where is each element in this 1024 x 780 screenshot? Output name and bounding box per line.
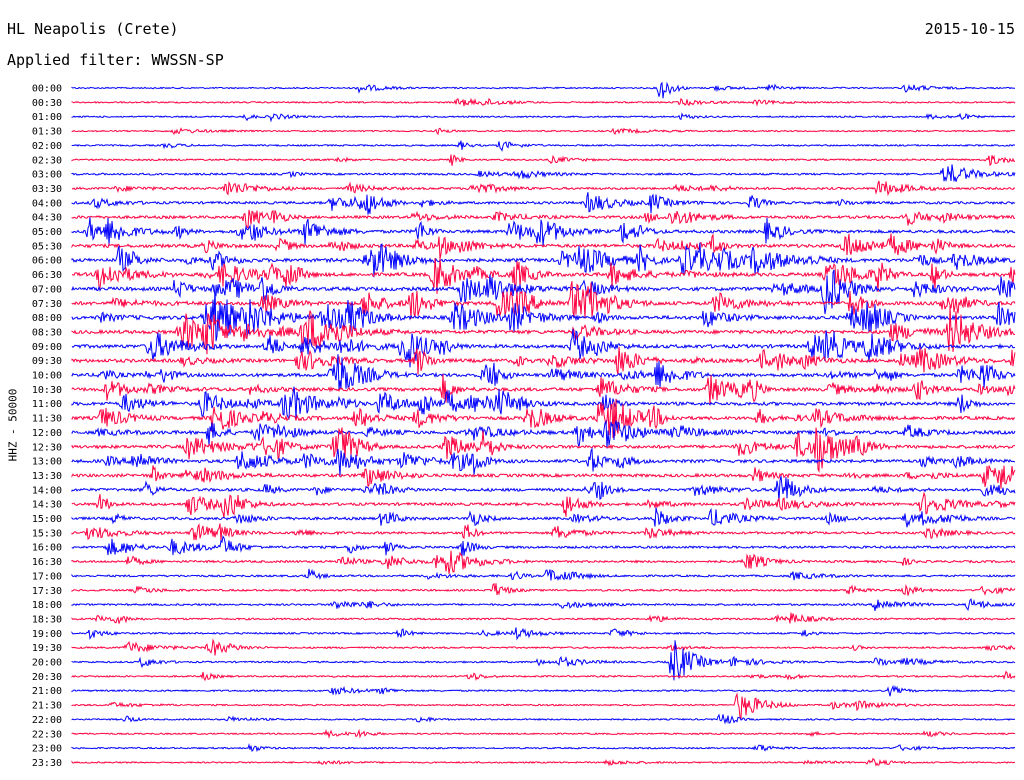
trace-line	[71, 164, 1016, 183]
date-label: 2015-10-15	[924, 20, 1015, 38]
row-time-label: 20:30	[32, 672, 62, 683]
trace-line	[71, 192, 1016, 215]
trace-line	[71, 242, 1016, 278]
trace-line	[71, 354, 1016, 390]
row-time-label: 14:30	[32, 500, 62, 511]
row-time-label: 02:30	[32, 155, 62, 166]
row-time-label: 18:30	[32, 614, 62, 625]
trace-line	[71, 507, 1016, 528]
row-time-label: 06:30	[32, 270, 62, 281]
row-time-label: 00:00	[32, 84, 62, 95]
row-time-label: 12:00	[32, 428, 62, 439]
row-time-label: 17:00	[32, 571, 62, 582]
row-time-label: 20:00	[32, 658, 62, 669]
row-time-label: 09:00	[32, 342, 62, 353]
row-time-label: 03:30	[32, 184, 62, 195]
station-title: HL Neapolis (Crete)	[7, 20, 179, 38]
trace-line	[71, 154, 1016, 167]
row-time-label: 10:30	[32, 385, 62, 396]
trace-line	[71, 582, 1016, 596]
row-time-label: 04:00	[32, 198, 62, 209]
trace-line	[71, 446, 1016, 476]
row-time-label: 07:00	[32, 284, 62, 295]
trace-line	[71, 233, 1016, 259]
row-time-label: 08:00	[32, 313, 62, 324]
trace-line	[71, 598, 1016, 612]
trace-line	[71, 269, 1016, 315]
row-time-label: 05:00	[32, 227, 62, 238]
trace-line	[71, 743, 1016, 753]
row-time-label: 11:00	[32, 399, 62, 410]
row-time-label: 15:00	[32, 514, 62, 525]
row-time-label: 06:00	[32, 256, 62, 267]
trace-line	[71, 258, 1016, 294]
row-time-label: 19:30	[32, 643, 62, 654]
row-time-label: 16:00	[32, 543, 62, 554]
trace-line	[71, 627, 1016, 641]
trace-line	[71, 346, 1016, 375]
trace-line	[71, 97, 1016, 107]
trace-line	[71, 285, 1016, 342]
row-time-label: 15:30	[32, 528, 62, 539]
trace-line	[71, 305, 1016, 355]
trace-line	[71, 612, 1016, 624]
trace-line	[71, 386, 1016, 420]
row-time-label: 00:30	[32, 98, 62, 109]
row-time-label: 03:00	[32, 170, 62, 181]
row-time-label: 18:00	[32, 600, 62, 611]
row-time-label: 08:30	[32, 327, 62, 338]
trace-line	[71, 329, 1016, 368]
row-time-label: 01:30	[32, 127, 62, 138]
row-time-label: 22:30	[32, 729, 62, 740]
trace-line	[71, 398, 1016, 438]
row-time-label: 19:00	[32, 629, 62, 640]
trace-line	[71, 281, 1016, 320]
trace-line	[71, 638, 1016, 656]
trace-line	[71, 465, 1016, 489]
trace-line	[71, 475, 1016, 502]
row-time-label: 07:30	[32, 299, 62, 310]
trace-line	[71, 728, 1016, 739]
row-time-label: 12:30	[32, 442, 62, 453]
trace-line	[71, 81, 1015, 99]
row-time-label: 09:30	[32, 356, 62, 367]
trace-line	[71, 684, 1015, 697]
row-time-label: 10:00	[32, 371, 62, 382]
row-time-label: 05:30	[32, 241, 62, 252]
row-time-label: 21:00	[32, 686, 62, 697]
row-time-label: 23:00	[32, 744, 62, 755]
trace-line	[71, 419, 1016, 449]
row-time-label: 16:30	[32, 557, 62, 568]
row-time-label: 13:30	[32, 471, 62, 482]
trace-line	[71, 112, 1016, 123]
trace-line	[71, 550, 1016, 574]
trace-line	[71, 180, 1016, 197]
row-time-label: 17:30	[32, 586, 62, 597]
trace-line	[71, 374, 1016, 405]
row-time-label: 21:30	[32, 701, 62, 712]
trace-line	[71, 535, 1016, 557]
row-time-label: 14:00	[32, 485, 62, 496]
trace-line	[71, 692, 1016, 720]
row-time-label: 22:00	[32, 715, 62, 726]
trace-line	[71, 757, 1016, 767]
trace-line	[71, 713, 1016, 725]
trace-line	[71, 140, 1016, 152]
row-time-label: 04:30	[32, 213, 62, 224]
trace-line	[71, 568, 1016, 582]
trace-line	[71, 640, 1016, 681]
row-time-label: 02:00	[32, 141, 62, 152]
trace-line	[71, 670, 1016, 682]
trace-line	[71, 209, 1016, 229]
row-time-label: 23:30	[32, 758, 62, 769]
trace-line	[71, 427, 1016, 474]
filter-label: Applied filter: WWSSN-SP	[7, 51, 224, 69]
row-time-label: 11:30	[32, 414, 62, 425]
row-time-label: 01:00	[32, 112, 62, 123]
trace-line	[71, 127, 1016, 136]
trace-line	[71, 491, 1016, 519]
trace-line	[71, 523, 1016, 541]
row-time-label: 13:00	[32, 457, 62, 468]
